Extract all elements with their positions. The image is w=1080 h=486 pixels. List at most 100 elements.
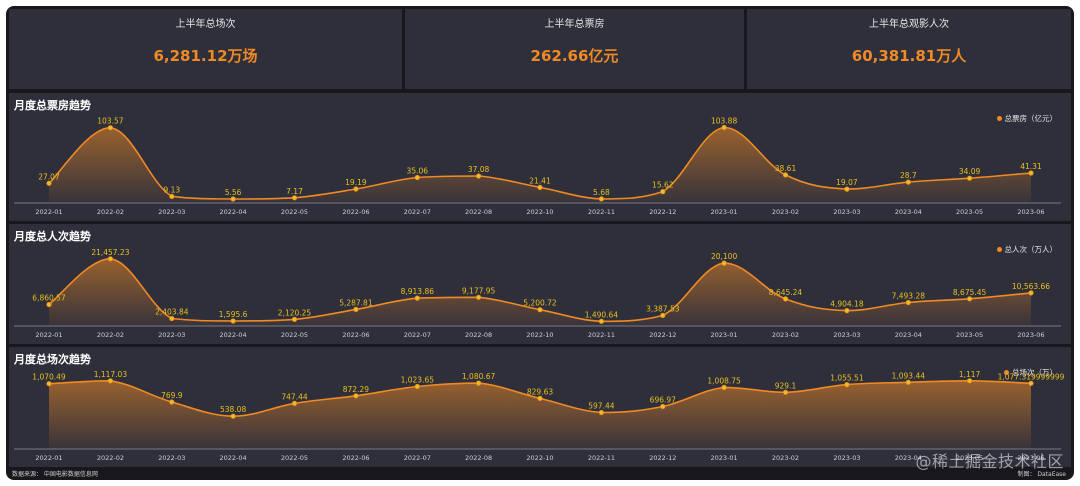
data-label: 4,904.18	[830, 300, 864, 309]
data-label: 829.63	[527, 387, 553, 396]
x-tick-label: 2022-03	[158, 331, 185, 339]
data-point[interactable]	[844, 186, 850, 192]
data-point[interactable]	[1028, 170, 1034, 176]
data-label: 6,860.57	[32, 294, 66, 303]
data-point[interactable]	[537, 184, 543, 191]
data-label: 19.07	[836, 178, 858, 187]
data-point[interactable]	[905, 379, 911, 385]
data-label: 1,117.03	[94, 370, 128, 379]
legend-label: 总场次（万）	[1012, 368, 1057, 377]
data-point[interactable]	[598, 409, 605, 416]
data-point[interactable]	[291, 195, 298, 201]
data-point[interactable]	[230, 196, 236, 202]
data-point[interactable]	[966, 175, 973, 181]
data-point[interactable]	[721, 384, 727, 391]
data-point[interactable]	[414, 383, 420, 390]
chart-legend[interactable]: 总人次（万人）	[996, 244, 1057, 255]
chart-legend[interactable]: 总票房（亿元）	[996, 113, 1058, 124]
data-point[interactable]	[353, 393, 359, 399]
data-point[interactable]	[414, 174, 420, 181]
data-point[interactable]	[230, 413, 236, 419]
data-point[interactable]	[169, 315, 175, 322]
data-point[interactable]	[475, 173, 482, 179]
chart-plot: 6,860.57 2022-01 21,457.23 2022-02 2,403.84 2…	[14, 248, 1061, 339]
chart-legend[interactable]: 总场次（万）	[1004, 367, 1057, 378]
data-point[interactable]	[107, 378, 114, 384]
data-point[interactable]	[291, 316, 298, 323]
data-label: 21.41	[529, 176, 551, 185]
data-label: 38.61	[775, 164, 797, 173]
kpi-card-admissions: 上半年总观影人次 60,381.81万人	[747, 9, 1071, 89]
data-point[interactable]	[966, 378, 973, 384]
data-point[interactable]	[353, 306, 359, 313]
data-point[interactable]	[598, 318, 605, 324]
data-point[interactable]	[782, 296, 789, 302]
x-tick-label: 2022-05	[281, 208, 308, 216]
data-point[interactable]	[905, 299, 911, 306]
data-point[interactable]	[107, 125, 114, 131]
data-point[interactable]	[1028, 380, 1034, 386]
legend-label: 总票房（亿元）	[1004, 114, 1058, 123]
x-tick-label: 2022-05	[281, 454, 308, 462]
data-label: 8,913.86	[401, 287, 435, 296]
data-point[interactable]	[782, 389, 789, 395]
data-label: 9,177.95	[462, 286, 496, 295]
data-point[interactable]	[46, 381, 52, 387]
data-point[interactable]	[537, 307, 543, 313]
x-tick-label: 2022-04	[220, 331, 247, 339]
x-tick-label: 2023-03	[833, 331, 860, 339]
legend-marker-icon	[996, 247, 1002, 252]
data-label: 21,457.23	[91, 248, 129, 257]
data-label: 872.29	[343, 385, 369, 394]
data-point[interactable]	[353, 186, 359, 192]
x-tick-label: 2022-10	[526, 454, 553, 462]
x-tick-label: 2023-05	[956, 208, 983, 216]
x-tick-label: 2022-06	[342, 331, 369, 339]
data-point[interactable]	[46, 301, 52, 308]
data-label: 19.19	[345, 178, 367, 187]
data-point[interactable]	[905, 179, 911, 185]
x-tick-label: 2022-07	[404, 331, 431, 339]
data-point[interactable]	[844, 381, 850, 388]
data-point[interactable]	[230, 318, 236, 324]
x-tick-label: 2022-03	[158, 208, 185, 216]
data-point[interactable]	[291, 400, 298, 407]
data-point[interactable]	[1028, 290, 1034, 296]
data-label: 1,077.319999999	[998, 372, 1065, 381]
chart-panel-sessions: 月度总场次趋势 总场次（万） 1,070.49 2022-01 1,117.03 20…	[9, 347, 1071, 467]
chart-panel-box-office: 月度总票房趋势 总票房（亿元） 27.07 2022-01 103.57 2022-0…	[9, 93, 1071, 221]
x-tick-label: 2022-07	[404, 208, 431, 216]
data-point[interactable]	[107, 256, 114, 262]
data-label: 28.7	[900, 171, 917, 180]
x-tick-label: 2023-06	[1017, 454, 1044, 462]
data-point[interactable]	[598, 196, 605, 202]
data-point[interactable]	[169, 193, 175, 200]
x-tick-label: 2022-12	[649, 331, 676, 339]
data-point[interactable]	[660, 403, 666, 410]
legend-marker-icon	[1004, 370, 1009, 375]
data-label: 5,200.72	[523, 299, 557, 308]
data-point[interactable]	[414, 295, 420, 301]
data-point[interactable]	[844, 308, 850, 314]
x-tick-label: 2022-02	[97, 331, 124, 339]
data-point[interactable]	[475, 294, 482, 300]
data-point[interactable]	[782, 172, 789, 178]
data-point[interactable]	[721, 124, 727, 131]
data-point[interactable]	[966, 296, 973, 302]
data-source-note: 数据来源： 中国电影数据信息网	[12, 471, 98, 478]
kpi-value: 262.66亿元	[530, 47, 619, 65]
x-tick-label: 2022-07	[404, 454, 431, 462]
x-tick-label: 2023-04	[895, 454, 922, 462]
data-label: 1,595.6	[219, 310, 248, 319]
data-point[interactable]	[475, 380, 482, 386]
data-point[interactable]	[537, 395, 543, 402]
data-label: 103.88	[711, 117, 737, 126]
data-point[interactable]	[660, 312, 666, 319]
data-point[interactable]	[660, 189, 666, 195]
data-point[interactable]	[721, 260, 727, 266]
data-point[interactable]	[169, 399, 175, 405]
kpi-title: 上半年总观影人次	[869, 19, 949, 30]
kpi-title: 上半年总票房	[544, 19, 605, 30]
x-tick-label: 2022-12	[649, 208, 676, 216]
data-point[interactable]	[46, 180, 52, 186]
